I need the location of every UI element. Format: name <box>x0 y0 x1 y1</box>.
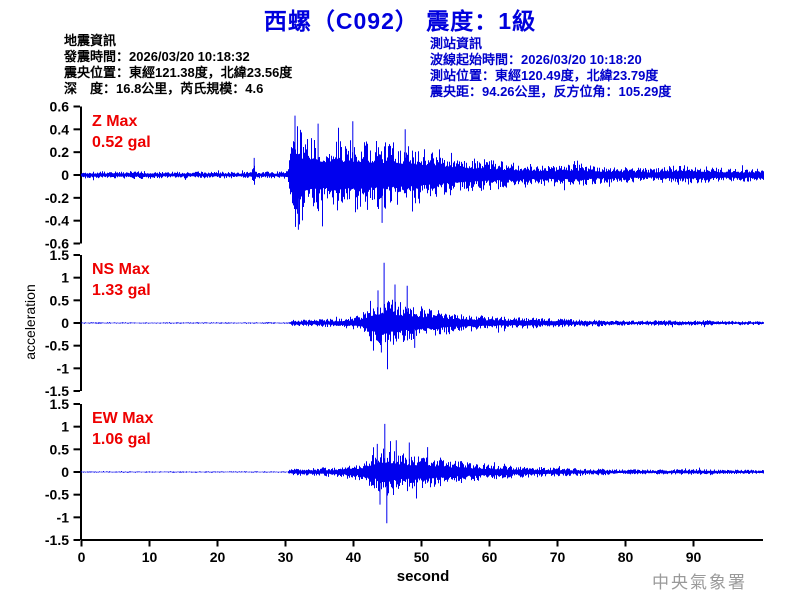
z-max-label: Z Max 0.52 gal <box>92 111 151 153</box>
x-tick-label: 0 <box>78 549 86 565</box>
y-tick-label-Z: -0.2 <box>45 190 69 206</box>
x-axis-label: second <box>396 568 450 585</box>
y-tick-label-Z: -0.4 <box>45 213 69 229</box>
y-tick-label-Z: -0.6 <box>45 236 69 252</box>
station-info-heading: 測站資訊 <box>430 36 483 51</box>
y-tick-label-Z: 0.6 <box>50 99 70 115</box>
y-tick-label-NS: -1.5 <box>45 383 69 399</box>
ew-max-title: EW Max <box>92 410 154 427</box>
ew-max-label: EW Max 1.06 gal <box>92 408 153 450</box>
x-tick-label: 30 <box>278 549 294 565</box>
distance-azimuth-line: 震央距：94.26公里，反方位角：105.29度 <box>430 84 672 99</box>
y-tick-label-NS: -1 <box>57 360 70 376</box>
ns-max-title: NS Max <box>92 261 150 278</box>
x-tick-label: 40 <box>346 549 362 565</box>
x-tick-label: 80 <box>618 549 634 565</box>
y-tick-label-Z: 0.2 <box>50 144 70 160</box>
trace-Z <box>81 115 764 230</box>
ns-max-label: NS Max 1.33 gal <box>92 259 151 301</box>
y-tick-label-EW: -1.5 <box>45 532 69 548</box>
y-tick-label-NS: 1 <box>61 270 69 286</box>
ew-max-value: 1.06 gal <box>92 431 151 448</box>
x-tick-label: 70 <box>550 549 566 565</box>
x-tick-label: 20 <box>210 549 226 565</box>
trace-NS <box>81 262 764 370</box>
y-tick-label-Z: 0 <box>61 167 69 183</box>
station-info: 測站資訊 波線起始時間：2026/03/20 10:18:20 測站位置：東經1… <box>430 36 671 100</box>
page-title: 西螺（C092） 震度：1級 <box>263 8 537 34</box>
z-max-title: Z Max <box>92 113 138 130</box>
x-tick-label: 10 <box>142 549 158 565</box>
axes-layer: 0.60.40.20-0.2-0.4-0.61.510.50-0.5-1-1.5… <box>45 99 763 565</box>
earthquake-info: 地震資訊 發震時間：2026/03/20 10:18:32 震央位置：東經121… <box>64 33 292 97</box>
y-tick-label-EW: 0 <box>61 464 69 480</box>
x-tick-label: 50 <box>414 549 430 565</box>
y-tick-label-EW: -0.5 <box>45 487 69 503</box>
x-tick-label: 90 <box>686 549 702 565</box>
y-tick-label-EW: 1.5 <box>50 396 70 412</box>
station-location-line: 測站位置：東經120.49度，北緯23.79度 <box>430 68 659 83</box>
y-tick-label-EW: 1 <box>61 419 69 435</box>
origin-time-line: 發震時間：2026/03/20 10:18:32 <box>64 49 250 64</box>
y-tick-label-Z: 0.4 <box>50 121 70 137</box>
y-tick-label-NS: 0 <box>61 315 69 331</box>
epicenter-line: 震央位置：東經121.38度，北緯23.56度 <box>64 65 293 80</box>
earthquake-info-heading: 地震資訊 <box>64 33 117 48</box>
trace-EW <box>81 423 764 524</box>
x-tick-label: 60 <box>482 549 498 565</box>
y-tick-label-NS: -0.5 <box>45 338 69 354</box>
waveform-layer <box>81 115 764 524</box>
z-max-value: 0.52 gal <box>92 134 151 151</box>
depth-magnitude-line: 深 度：16.8公里，芮氏規模：4.6 <box>64 81 264 96</box>
y-tick-label-NS: 0.5 <box>50 292 70 308</box>
wave-start-line: 波線起始時間：2026/03/20 10:18:20 <box>430 52 642 67</box>
ns-max-value: 1.33 gal <box>92 282 151 299</box>
y-tick-label-EW: -1 <box>57 509 70 525</box>
y-tick-label-EW: 0.5 <box>50 441 70 457</box>
agency-watermark: 中央氣象署 <box>652 573 747 592</box>
y-tick-label-NS: 1.5 <box>50 247 70 263</box>
y-axis-label: acceleration <box>22 284 38 360</box>
